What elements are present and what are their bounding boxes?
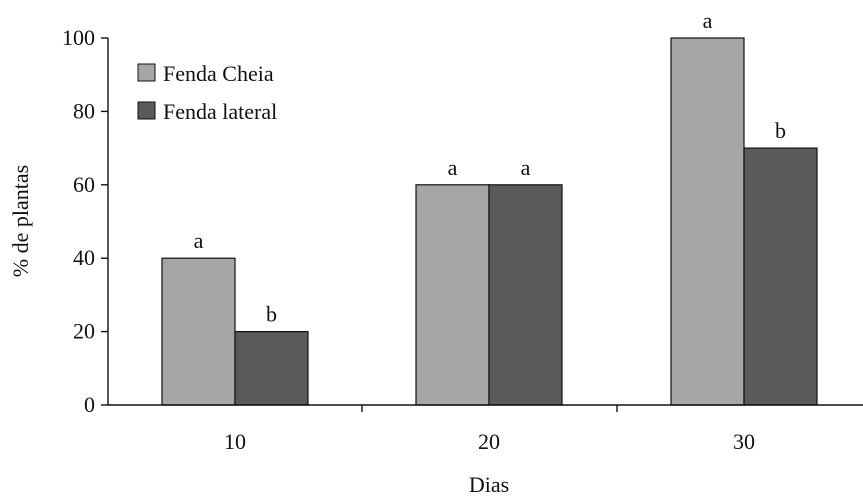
bar-0-2 xyxy=(670,37,745,406)
bar-1-0 xyxy=(234,331,309,406)
y-tick-label-5: 100 xyxy=(62,25,95,50)
bar-label-1-2: b xyxy=(775,118,786,143)
x-axis-title: Dias xyxy=(469,472,509,496)
bar-label-0-2: a xyxy=(703,8,713,33)
legend-swatch-fenda-cheia xyxy=(137,63,156,82)
y-tick-label-3: 60 xyxy=(73,172,95,197)
legend: Fenda Cheia Fenda lateral xyxy=(137,61,277,124)
bar-label-0-0: a xyxy=(194,228,204,253)
legend-swatch-fenda-lateral xyxy=(137,101,156,120)
y-axis-title: % de plantas xyxy=(8,165,33,277)
plot-area: a a a b a b 0 20 40 60 80 100 10 20 30 xyxy=(62,8,863,454)
bar-1-1 xyxy=(488,184,563,406)
bar-label-1-0: b xyxy=(266,302,277,327)
x-tick-label-1: 20 xyxy=(478,429,500,454)
legend-label-fenda-lateral: Fenda lateral xyxy=(163,99,277,124)
bar-label-1-1: a xyxy=(521,155,531,180)
y-tick-label-4: 80 xyxy=(73,98,95,123)
x-tick-label-0: 10 xyxy=(224,429,246,454)
bar-label-0-1: a xyxy=(448,155,458,180)
bar-0-1 xyxy=(415,184,490,406)
x-tick-label-2: 30 xyxy=(733,429,755,454)
y-tick-label-1: 20 xyxy=(73,319,95,344)
y-tick-label-2: 40 xyxy=(73,245,95,270)
bar-0-0 xyxy=(161,257,236,406)
legend-label-fenda-cheia: Fenda Cheia xyxy=(163,61,274,86)
bar-1-2 xyxy=(743,147,818,406)
y-tick-label-0: 0 xyxy=(84,392,95,417)
